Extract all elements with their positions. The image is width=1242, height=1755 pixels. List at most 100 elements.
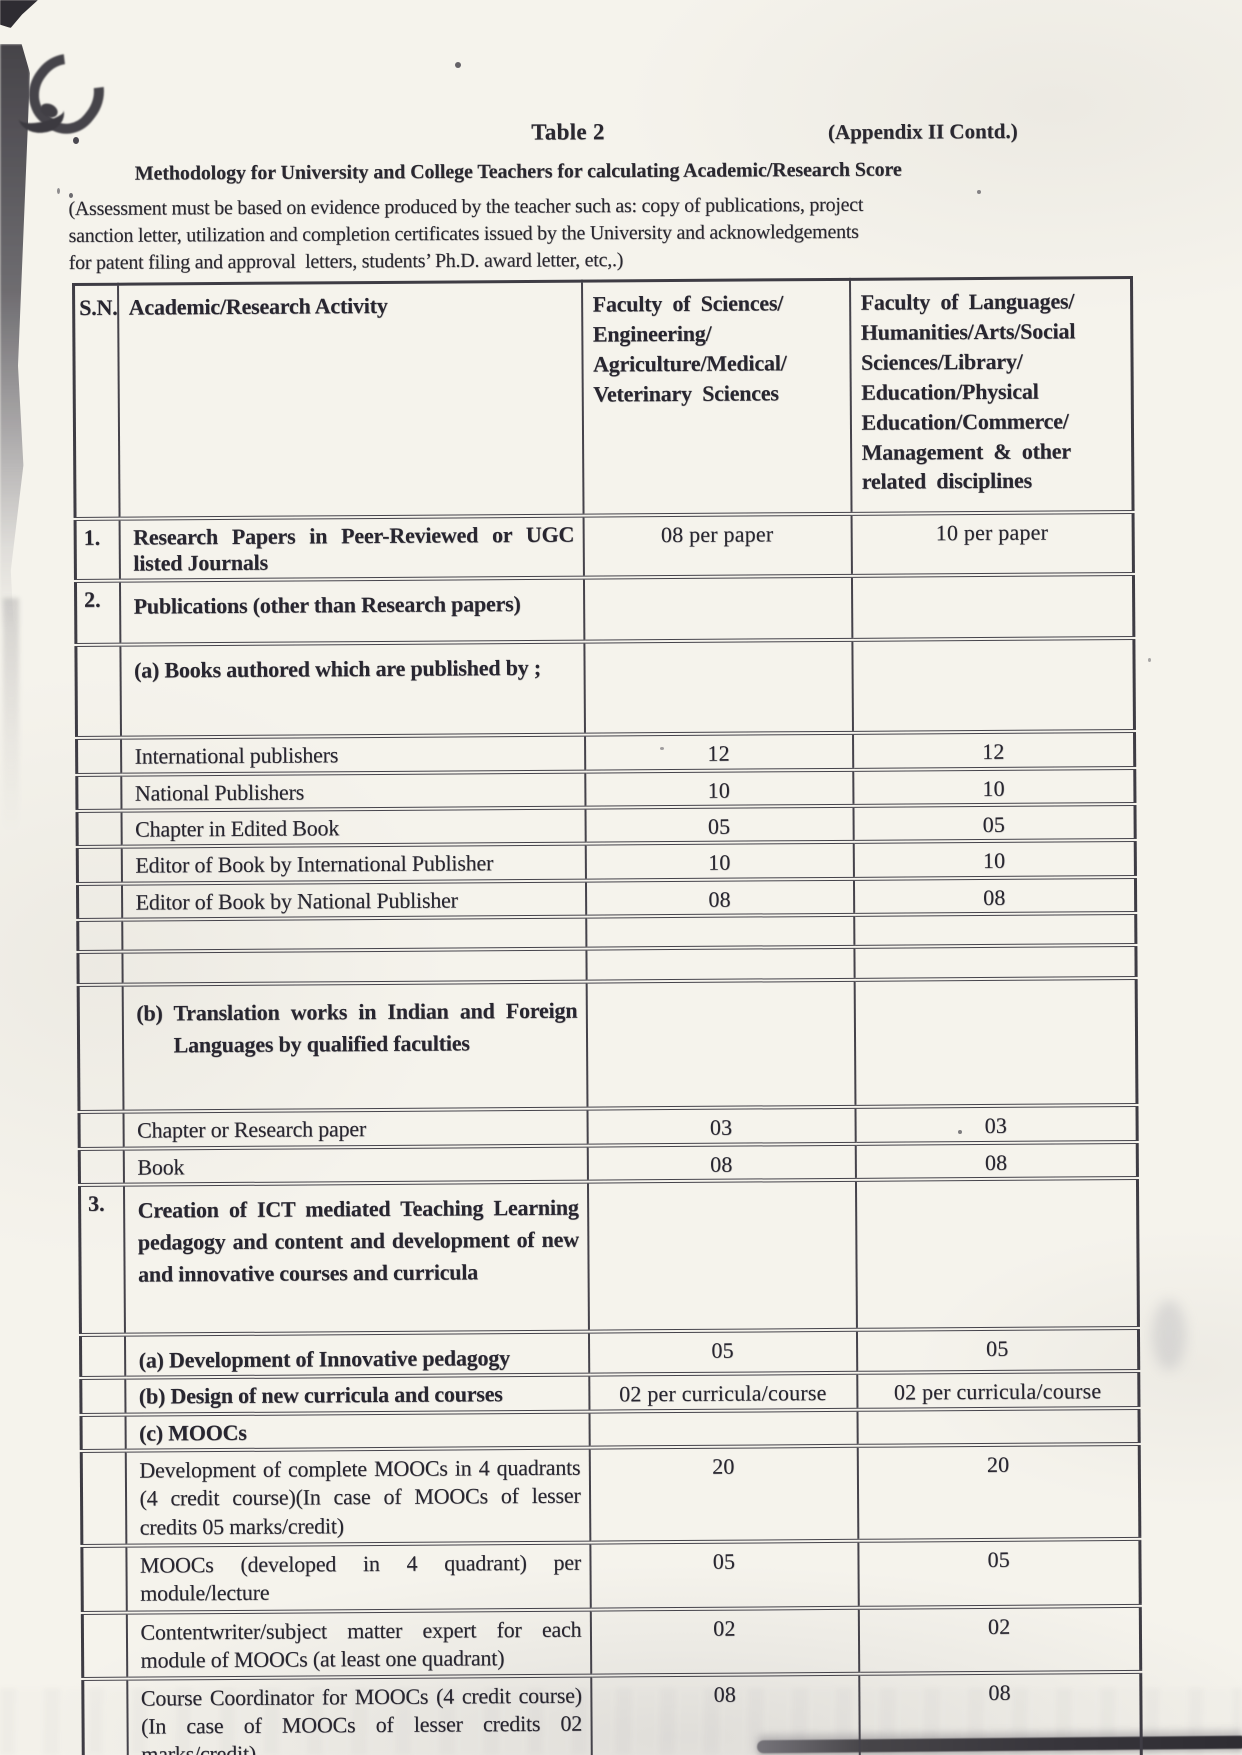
table-row: (a) Development of Innovative pedagogy 0… [80, 1327, 1139, 1379]
column-header-activity: Academic/Research Activity [117, 281, 584, 519]
science-score-cell: 02 per curricula/course [588, 1373, 857, 1412]
sn-cell [81, 1414, 126, 1452]
humanities-score-cell: 10 [853, 840, 1136, 879]
science-score-cell [585, 915, 854, 949]
activity-cell: MOOCs (developed in 4 quadrant) per modu… [125, 1542, 591, 1613]
humanities-score-cell: 08 [855, 1141, 1138, 1180]
activity-cell: (c) MOOCs [125, 1411, 590, 1451]
sn-cell [77, 810, 122, 848]
science-score-cell: 08 [590, 1673, 860, 1755]
humanities-score-cell: 02 [858, 1605, 1141, 1674]
sn-cell [81, 1545, 127, 1613]
sn-cell [78, 1111, 124, 1149]
activity-cell: Research Papers in Peer-Reviewed or UGC … [119, 515, 584, 581]
humanities-score-cell: 05 [852, 804, 1136, 843]
activity-cell: Creation of ICT mediated Teaching Learni… [123, 1181, 589, 1335]
table-row: 3. Creation of ICT mediated Teaching Lea… [79, 1177, 1139, 1335]
scan-left-edge-strip-tail [3, 598, 19, 833]
sn-cell: 2. [75, 580, 120, 646]
science-score-cell [587, 1179, 857, 1332]
paper-curl-artifact [13, 39, 121, 147]
humanities-score-cell [856, 1407, 1140, 1447]
sn-cell [82, 1678, 128, 1755]
column-header-science-faculty: Faculty of Sciences/ Engineering/ Agricu… [581, 279, 852, 516]
sn-cell: 3. [79, 1184, 125, 1335]
activity-cell: Editor of Book by National Publisher [121, 880, 586, 920]
sn-cell [76, 737, 121, 775]
activity-cell: (b) Translation works in Indian and Fore… [122, 981, 587, 1112]
scan-corner-blob [0, 0, 38, 28]
science-score-cell: 10 [585, 842, 854, 881]
sn-cell [78, 984, 123, 1113]
humanities-score-cell [851, 638, 1135, 734]
humanities-score-cell [853, 945, 1137, 981]
humanities-score-cell: 20 [857, 1444, 1140, 1542]
table-row: Development of complete MOOCs in 4 quadr… [81, 1444, 1140, 1547]
science-score-cell: 08 [585, 878, 854, 917]
appendix-label: (Appendix II Contd.) [827, 118, 1018, 144]
sn-cell [77, 919, 122, 953]
sn-cell [75, 644, 121, 739]
table-row: (a) Books authored which are published b… [75, 638, 1135, 739]
scan-smudge [1152, 1300, 1186, 1370]
column-header-humanities-faculty: Faculty of Languages/ Humanities/Arts/So… [849, 277, 1134, 514]
humanities-score-cell: 08 [858, 1671, 1142, 1755]
sn-cell [80, 1334, 125, 1379]
table-row: 2. Publications (other than Research pap… [75, 574, 1134, 646]
science-score-cell: 05 [589, 1541, 859, 1610]
activity-cell: Book [123, 1145, 588, 1185]
column-header-sn: S.N. [73, 284, 120, 519]
table-row: 1. Research Papers in Peer-Reviewed or U… [75, 511, 1134, 582]
ink-speck [977, 190, 981, 194]
activity-cell [121, 916, 586, 952]
ink-speck [1148, 658, 1151, 662]
science-score-cell: 10 [584, 769, 853, 808]
sn-cell: 1. [75, 518, 120, 582]
sn-cell [77, 883, 122, 921]
paper-curl-blob [38, 100, 60, 121]
science-score-cell [583, 576, 852, 642]
table-row: MOOCs (developed in 4 quadrant) per modu… [81, 1539, 1141, 1613]
table-row: Course Coordinator for MOOCs (4 credit c… [82, 1671, 1142, 1755]
assessment-note: (Assessment must be based on evidence pr… [68, 192, 863, 277]
humanities-score-cell: 08 [853, 876, 1136, 916]
activity-cell: Chapter in Edited Book [121, 807, 586, 848]
scan-left-edge-strip [0, 44, 30, 629]
science-score-cell [583, 640, 853, 735]
science-score-cell [586, 980, 855, 1109]
assessment-note-line: for patent filing and approval letters, … [68, 249, 624, 274]
activity-cell: Publications (other than Research papers… [119, 577, 584, 645]
activity-cell: (a) Development of Innovative pedagogy [124, 1331, 589, 1379]
sn-cell [80, 1378, 126, 1415]
score-table: S.N. Academic/Research Activity Faculty … [72, 275, 1143, 1755]
activity-cell: National Publishers [120, 771, 585, 811]
humanities-score-cell: 10 [852, 767, 1135, 806]
activity-cell: Course Coordinator for MOOCs (4 credit c… [126, 1675, 592, 1755]
activity-cell: International publishers [120, 734, 585, 775]
science-score-cell: 20 [589, 1446, 858, 1543]
humanities-score-cell: 12 [852, 731, 1135, 770]
science-score-cell: 12 [584, 733, 853, 772]
activity-cell: (b) Design of new curricula and courses [124, 1375, 589, 1415]
sn-cell [77, 847, 122, 884]
table-row: Contentwriter/subject matter expert for … [82, 1605, 1141, 1679]
activity-cell: Chapter or Research paper [122, 1108, 588, 1149]
science-score-cell: 02 [590, 1607, 859, 1676]
table-header-row: S.N. Academic/Research Activity Faculty … [73, 277, 1134, 519]
assessment-note-line: (Assessment must be based on evidence pr… [68, 193, 864, 220]
science-score-cell [588, 1409, 858, 1448]
humanities-score-cell: 05 [857, 1539, 1141, 1608]
activity-cell [121, 948, 587, 985]
humanities-score-cell: 03 [854, 1105, 1138, 1144]
science-score-cell: 03 [586, 1107, 856, 1146]
science-score-cell: 05 [584, 805, 854, 845]
score-table-wrapper: S.N. Academic/Research Activity Faculty … [72, 275, 1143, 1755]
paper-curl-tail [14, 90, 68, 139]
ink-speck [455, 62, 461, 68]
humanities-score-cell [854, 978, 1137, 1108]
activity-cell: Editor of Book by International Publishe… [121, 844, 586, 884]
humanities-score-cell [853, 913, 1136, 948]
humanities-score-cell: 10 per paper [851, 511, 1134, 577]
humanities-score-cell: 05 [856, 1327, 1139, 1374]
